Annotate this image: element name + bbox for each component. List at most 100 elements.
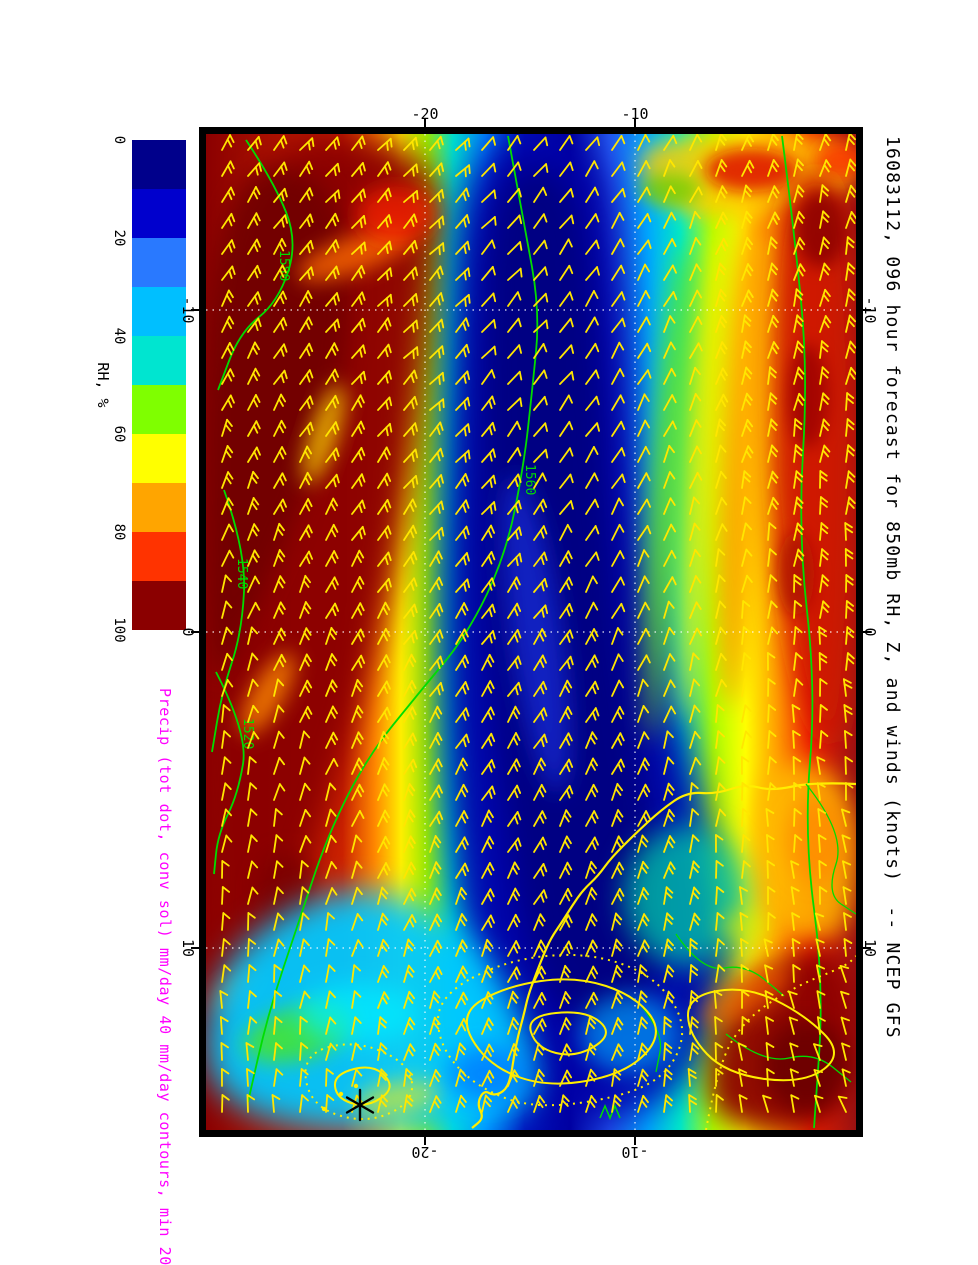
wind-barb xyxy=(219,990,229,1009)
wind-barb xyxy=(507,552,523,567)
wind-barb xyxy=(663,134,678,151)
wind-barb xyxy=(663,497,676,515)
colorbar-segment xyxy=(132,238,186,287)
wind-barb xyxy=(429,603,444,619)
wind-barb xyxy=(689,1016,699,1035)
wind-barb xyxy=(663,549,677,567)
wind-barb xyxy=(429,810,444,827)
wind-barb xyxy=(559,732,573,749)
wind-barb xyxy=(351,394,365,411)
wind-barb xyxy=(611,238,625,255)
wind-barb xyxy=(273,161,288,177)
wind-barb xyxy=(663,315,676,333)
wind-barb xyxy=(299,653,312,671)
wind-barb xyxy=(767,262,779,281)
wind-barb xyxy=(455,1094,467,1113)
wind-barb xyxy=(585,136,601,151)
wind-barb xyxy=(221,368,235,385)
wind-barb xyxy=(299,808,312,827)
wind-barb xyxy=(455,164,471,178)
wind-barb xyxy=(663,938,674,957)
wind-barb xyxy=(819,678,828,697)
wind-barb xyxy=(767,730,777,749)
colorbar-tick-label: 0 xyxy=(111,135,127,145)
wind-barb xyxy=(741,210,753,229)
wind-barb xyxy=(221,834,233,853)
wind-barb xyxy=(689,627,703,645)
wind-barb xyxy=(481,1094,493,1113)
wind-barb xyxy=(767,185,780,203)
wind-barb xyxy=(403,239,418,255)
wind-barb xyxy=(817,808,827,827)
wind-barb xyxy=(715,1094,724,1113)
wind-barb xyxy=(793,782,802,801)
wind-barb xyxy=(325,292,340,307)
wind-barb xyxy=(762,1094,772,1113)
wind-barb xyxy=(533,266,548,281)
wind-barb xyxy=(793,210,805,229)
precip-contour-solid xyxy=(333,1066,391,1106)
wind-barb xyxy=(299,756,311,775)
wind-barb xyxy=(611,809,624,827)
wind-barb xyxy=(559,964,571,983)
wind-barb xyxy=(793,522,804,541)
wind-barb xyxy=(403,524,418,541)
wind-barb xyxy=(377,396,393,411)
wind-barb xyxy=(689,210,701,229)
wind-barb xyxy=(815,964,826,983)
precip-contour-solid xyxy=(686,988,835,1082)
wind-barb xyxy=(689,704,701,723)
wind-barb xyxy=(663,782,675,801)
wind-barb xyxy=(559,447,574,463)
wind-barb xyxy=(842,886,852,905)
wind-barb xyxy=(325,731,339,749)
wind-barb xyxy=(351,317,366,333)
wind-barb xyxy=(247,990,257,1009)
axis-label-bottom: -10 xyxy=(621,1143,649,1161)
wind-barb xyxy=(247,626,259,645)
wind-barb xyxy=(611,1068,622,1087)
wind-barb xyxy=(299,601,312,619)
wind-barb xyxy=(559,1017,572,1035)
wind-barb xyxy=(689,1042,700,1061)
wind-barb xyxy=(741,366,753,385)
wind-barb xyxy=(533,810,547,827)
wind-barb xyxy=(793,652,803,671)
wind-barb xyxy=(247,549,260,567)
wind-barb xyxy=(455,783,469,801)
wind-barb xyxy=(325,861,338,879)
wind-barb xyxy=(559,888,573,905)
wind-barb xyxy=(351,964,362,983)
wind-barb xyxy=(299,550,314,567)
wind-barb xyxy=(533,213,548,229)
wind-barb xyxy=(689,471,703,489)
wind-barb xyxy=(715,393,729,411)
wind-barb xyxy=(455,137,471,151)
wind-barb xyxy=(351,939,364,957)
wind-barb xyxy=(637,1016,648,1035)
wind-barb xyxy=(325,626,338,645)
wind-barb xyxy=(299,421,314,437)
wind-barb xyxy=(247,446,261,463)
wind-barb xyxy=(715,600,727,619)
wind-barb xyxy=(611,394,625,411)
wind-barb xyxy=(793,548,805,567)
wind-barb xyxy=(790,1094,800,1113)
wind-barb xyxy=(585,160,599,177)
wind-barb xyxy=(741,184,753,203)
wind-barb xyxy=(299,445,313,463)
wind-barb xyxy=(559,835,572,853)
wind-barb xyxy=(689,237,702,255)
wind-barb xyxy=(403,577,418,593)
wind-barb xyxy=(844,756,854,775)
wind-barb xyxy=(611,964,623,983)
wind-barb xyxy=(325,1094,335,1113)
wind-barb xyxy=(221,756,232,775)
wind-barb xyxy=(559,420,574,437)
wind-barb xyxy=(221,160,235,177)
wind-barb xyxy=(738,1094,748,1113)
wind-barb xyxy=(455,240,471,255)
wind-barb xyxy=(585,369,600,385)
wind-barb xyxy=(429,939,443,957)
wind-barb xyxy=(299,369,314,385)
